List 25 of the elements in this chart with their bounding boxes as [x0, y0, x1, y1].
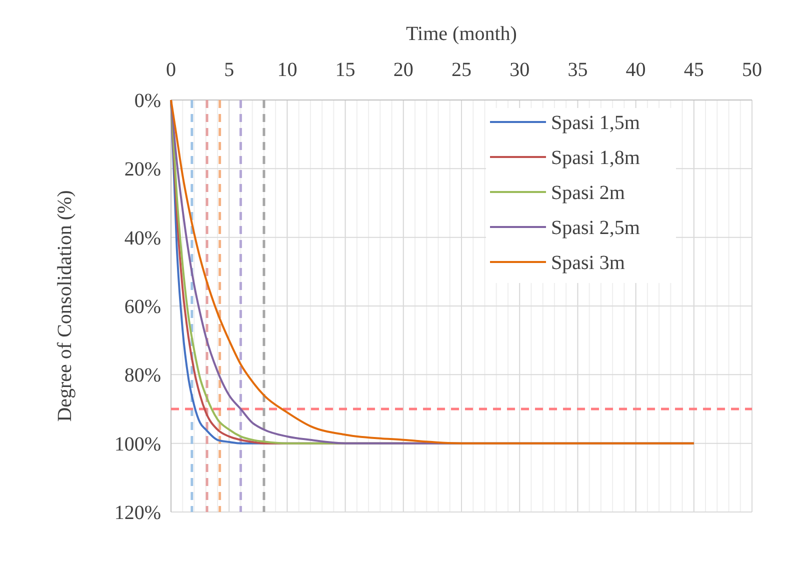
y-tick-label: 20% — [124, 158, 161, 181]
legend-label: Spasi 3m — [551, 252, 626, 274]
y-tick-label: 60% — [124, 296, 161, 318]
y-tick-label: 40% — [124, 227, 161, 250]
legend-label: Spasi 1,5m — [551, 112, 640, 134]
y-axis-title: Degree of Consolidation (%) — [54, 190, 76, 422]
y-tick-label: 0% — [134, 90, 161, 112]
x-tick-label: 0 — [166, 59, 176, 81]
y-tick-label: 80% — [124, 364, 161, 387]
y-tick-label: 100% — [114, 433, 161, 456]
legend-label: Spasi 1,8m — [551, 147, 640, 169]
x-tick-label: 20 — [393, 59, 414, 81]
x-axis-title: Time (month) — [406, 23, 517, 45]
x-tick-label: 5 — [224, 59, 234, 81]
x-tick-label: 25 — [452, 59, 472, 81]
legend-label: Spasi 2,5m — [551, 217, 640, 239]
x-tick-label: 35 — [568, 59, 588, 81]
x-tick-label: 50 — [742, 59, 762, 81]
x-tick-label: 15 — [335, 59, 356, 81]
y-tick-label: 120% — [114, 502, 161, 524]
x-tick-label: 45 — [684, 59, 704, 81]
x-tick-label: 30 — [510, 59, 530, 81]
x-tick-label: 40 — [626, 59, 646, 81]
legend-label: Spasi 2m — [551, 182, 626, 204]
x-tick-label: 10 — [277, 59, 298, 81]
